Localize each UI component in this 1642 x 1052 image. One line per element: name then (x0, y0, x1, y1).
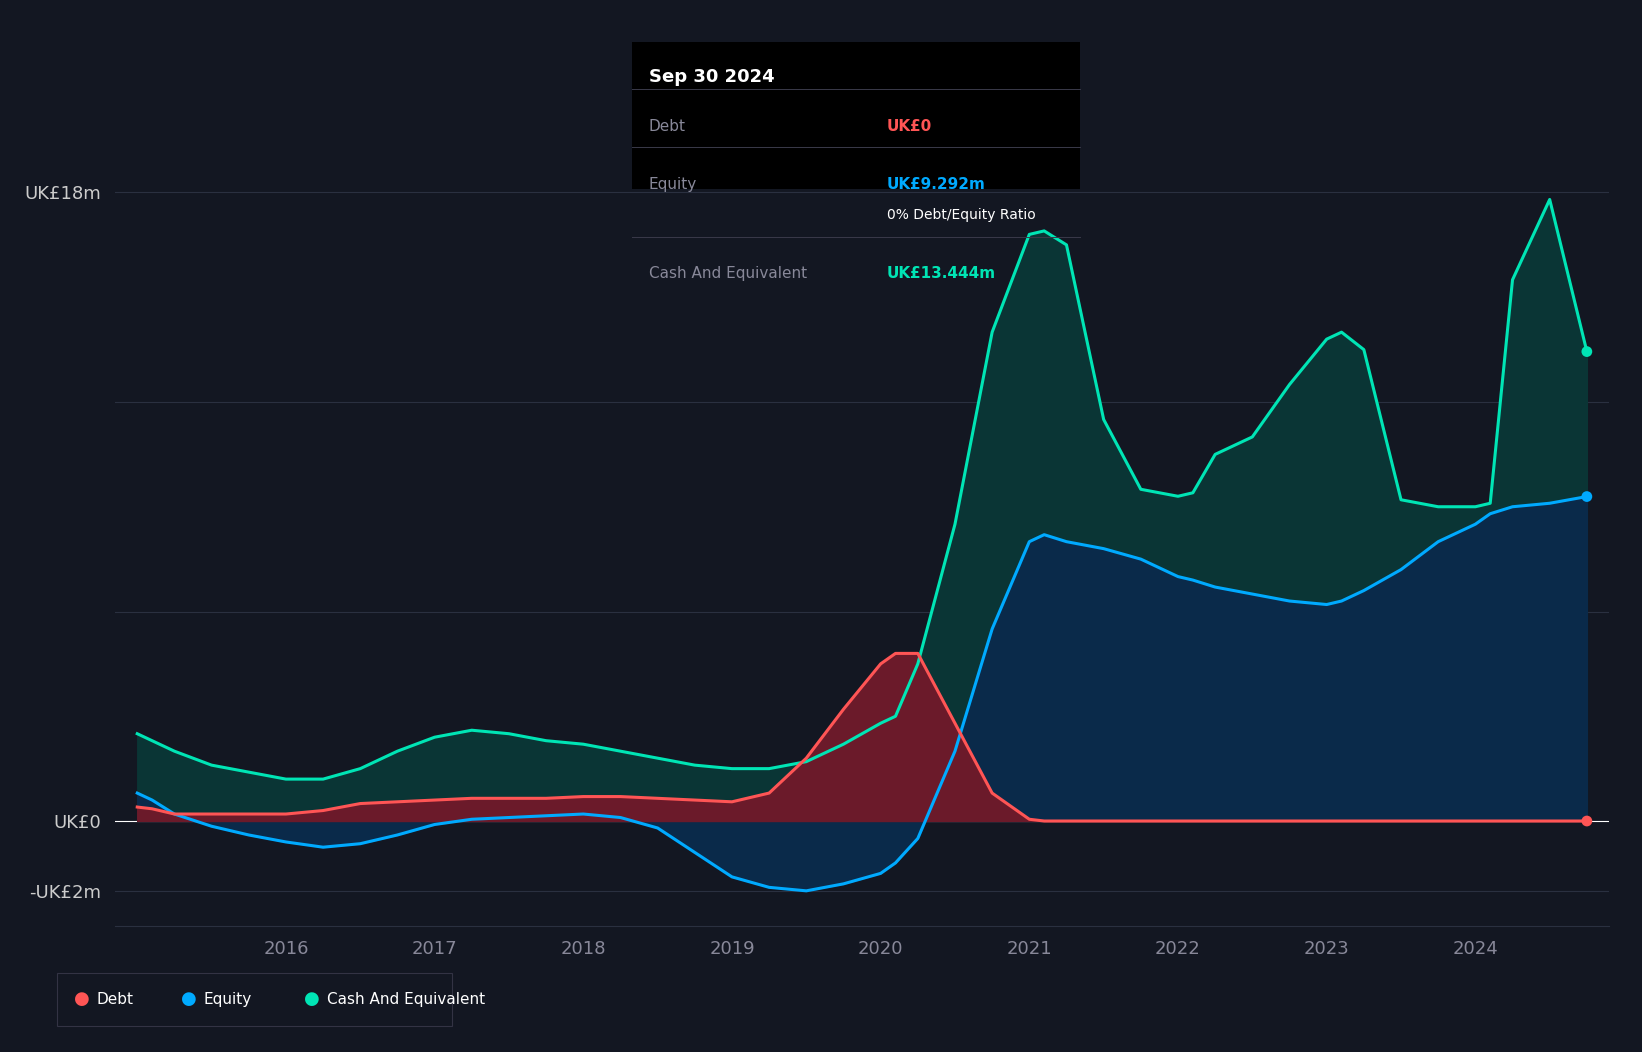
Text: 0% Debt/Equity Ratio: 0% Debt/Equity Ratio (887, 208, 1036, 222)
Text: Sep 30 2024: Sep 30 2024 (649, 68, 775, 86)
Text: Debt: Debt (97, 992, 135, 1007)
Point (1573, 812, 1599, 829)
Text: UK£9.292m: UK£9.292m (887, 177, 985, 191)
Text: Equity: Equity (204, 992, 251, 1007)
Text: Cash And Equivalent: Cash And Equivalent (649, 266, 806, 281)
Text: ●: ● (304, 990, 320, 1009)
Point (1573, 488, 1599, 505)
Text: Cash And Equivalent: Cash And Equivalent (327, 992, 484, 1007)
Text: UK£13.444m: UK£13.444m (887, 266, 995, 281)
Text: ●: ● (181, 990, 197, 1009)
Point (1573, 343, 1599, 360)
Text: Debt: Debt (649, 119, 686, 134)
Text: Equity: Equity (649, 177, 696, 191)
Text: ●: ● (74, 990, 90, 1009)
Text: UK£0: UK£0 (887, 119, 933, 134)
